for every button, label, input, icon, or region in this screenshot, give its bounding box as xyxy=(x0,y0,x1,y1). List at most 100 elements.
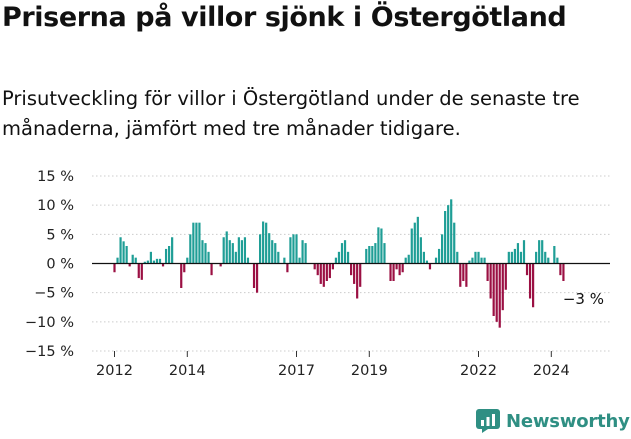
bar xyxy=(428,263,432,270)
bar xyxy=(328,263,331,279)
bar xyxy=(377,227,380,264)
x-tick-label: 2014 xyxy=(169,363,206,379)
bar xyxy=(349,263,353,276)
bar xyxy=(322,263,325,287)
bar xyxy=(492,263,495,316)
bar xyxy=(125,246,128,264)
bar xyxy=(204,243,207,264)
bar xyxy=(292,234,295,264)
bar xyxy=(553,246,556,264)
bar xyxy=(316,263,319,276)
bar xyxy=(243,237,247,264)
bar xyxy=(459,263,462,287)
y-tick-label: 10 % xyxy=(37,198,74,214)
bar xyxy=(186,257,189,264)
bar xyxy=(152,260,156,264)
bar xyxy=(222,237,225,264)
chart-subtitle: Prisutveckling för villor i Östergötland… xyxy=(2,87,580,140)
bar xyxy=(528,263,532,299)
bar xyxy=(535,251,538,264)
bar xyxy=(525,263,529,276)
bar xyxy=(404,257,407,264)
bar xyxy=(562,263,565,281)
bar xyxy=(468,260,471,264)
newsworthy-brand[interactable]: Newsworthy xyxy=(476,409,630,433)
bar xyxy=(265,222,268,264)
bar xyxy=(541,240,544,264)
bar xyxy=(368,246,371,264)
bar xyxy=(149,251,152,264)
value-annotation: −3 % xyxy=(563,290,604,308)
bar xyxy=(507,251,510,264)
bar xyxy=(444,211,447,264)
bar xyxy=(419,237,422,264)
bar xyxy=(337,251,341,264)
bar xyxy=(371,246,374,264)
bar xyxy=(559,263,562,276)
bar xyxy=(295,234,298,264)
x-tick-label: 2019 xyxy=(351,363,388,379)
bar xyxy=(398,263,401,276)
y-tick-label: 0 % xyxy=(46,257,74,273)
bar xyxy=(304,243,307,264)
y-axis-ticks: 15 % 10 % 5 % 0 % −5 % −10 % −15 % xyxy=(25,169,74,360)
bar xyxy=(128,263,131,267)
bar xyxy=(189,234,192,264)
x-tick-label: 2022 xyxy=(460,363,497,379)
bar xyxy=(392,263,395,281)
x-tick-label: 2017 xyxy=(278,363,315,379)
bar xyxy=(498,263,501,328)
bar xyxy=(134,257,137,264)
bar xyxy=(258,234,262,264)
bar xyxy=(119,237,122,264)
bar xyxy=(353,263,356,284)
page-title: Priserna på villor sjönk i Östergötland xyxy=(2,2,567,33)
bar xyxy=(489,263,492,299)
bar xyxy=(252,263,256,288)
bar xyxy=(504,263,507,290)
newsworthy-logo-icon xyxy=(476,409,500,433)
bar xyxy=(389,263,392,281)
bar xyxy=(556,257,559,264)
bar xyxy=(225,231,228,264)
bar xyxy=(164,248,168,264)
bar xyxy=(516,243,520,264)
bar xyxy=(192,222,195,264)
bar xyxy=(231,243,234,264)
y-tick-label: −15 % xyxy=(25,344,74,360)
bar xyxy=(298,257,301,264)
bar xyxy=(401,263,404,273)
bar xyxy=(510,251,513,264)
bar xyxy=(462,263,465,281)
bar xyxy=(413,222,416,264)
bar xyxy=(495,263,498,322)
bar xyxy=(234,251,237,264)
bar xyxy=(201,240,204,264)
bar xyxy=(410,228,413,264)
bar xyxy=(474,251,477,264)
bar xyxy=(465,263,468,287)
bar xyxy=(313,263,316,270)
brand-name: Newsworthy xyxy=(506,410,630,432)
bar xyxy=(289,237,292,264)
x-axis-ticks: 2012 2014 2017 2019 2022 2024 xyxy=(96,351,570,379)
bar xyxy=(519,251,523,264)
bar xyxy=(343,240,347,264)
bar xyxy=(416,216,419,264)
bar xyxy=(450,199,453,264)
bar xyxy=(501,263,504,311)
bar xyxy=(374,243,377,264)
bar xyxy=(325,263,328,281)
bar xyxy=(274,243,277,264)
bar xyxy=(137,263,140,279)
bar xyxy=(544,251,547,264)
bar xyxy=(480,257,483,264)
bar xyxy=(207,251,210,264)
bar xyxy=(161,263,165,267)
bar xyxy=(219,263,222,267)
bar xyxy=(359,263,362,287)
bar xyxy=(286,263,289,273)
bar-series xyxy=(113,199,565,328)
bar xyxy=(346,251,350,264)
bar xyxy=(340,243,344,264)
